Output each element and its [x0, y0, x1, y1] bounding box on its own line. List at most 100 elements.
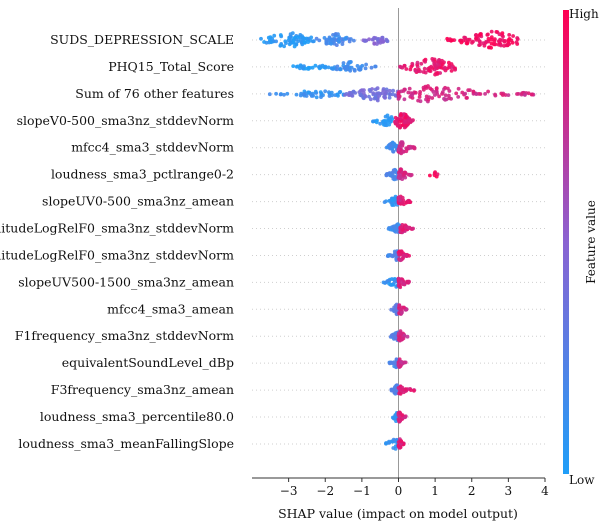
shap-point	[393, 226, 398, 231]
shap-point	[397, 303, 402, 308]
shap-point	[447, 60, 451, 65]
shap-point	[402, 170, 407, 175]
shap-point	[387, 92, 392, 96]
shap-point	[368, 97, 373, 102]
x-tick-label: −3	[280, 484, 298, 498]
shap-point	[352, 67, 357, 72]
shap-point	[453, 67, 457, 72]
shap-point	[303, 66, 308, 71]
shap-point	[323, 65, 328, 70]
feature-label: slopeUV500-1500_sma3nz_amean	[18, 274, 234, 289]
shap-point	[503, 93, 508, 97]
shap-point	[391, 88, 395, 93]
feature-label: loudness_sma3_pctlrange0-2	[51, 167, 234, 182]
x-tick-label: 4	[541, 484, 549, 498]
shap-point	[422, 66, 427, 71]
feature-label: F1frequency_sma3nz_stddevNorm	[15, 328, 234, 343]
shap-point	[393, 194, 398, 199]
shap-point	[278, 33, 283, 37]
shap-point	[403, 115, 408, 120]
shap-point	[324, 41, 329, 46]
shap-point	[489, 37, 494, 42]
shap-point	[397, 391, 402, 396]
shap-point	[384, 37, 389, 42]
shap-point	[278, 92, 283, 97]
shap-point	[387, 95, 392, 100]
shap-point	[501, 34, 505, 39]
shap-point	[507, 33, 512, 37]
shap-point	[413, 90, 418, 95]
shap-point	[486, 32, 490, 37]
shap-point	[398, 285, 403, 290]
shap-point	[427, 65, 432, 70]
shap-point	[450, 38, 455, 42]
shap-point	[391, 92, 395, 97]
shap-point	[367, 88, 372, 92]
feature-label: F3amplitudeLogRelF0_sma3nz_stddevNorm	[0, 221, 234, 236]
shap-point	[520, 91, 524, 96]
shap-point	[382, 118, 387, 123]
shap-point	[447, 96, 451, 101]
shap-point	[395, 124, 400, 128]
shap-point	[399, 225, 404, 229]
shap-point	[371, 91, 376, 95]
shap-point	[412, 388, 416, 393]
shap-point	[295, 64, 300, 69]
shap-point	[392, 386, 397, 390]
shap-point	[418, 90, 422, 94]
shap-point	[427, 68, 432, 73]
shap-point	[298, 63, 303, 68]
shap-point	[506, 39, 511, 43]
shap-point	[443, 93, 448, 98]
shap-point	[454, 91, 459, 96]
shap-point	[483, 92, 487, 96]
shap-point	[430, 96, 435, 100]
shap-point	[388, 144, 393, 149]
x-axis: −3 −2 −1 0 1 2 3 4	[252, 477, 549, 498]
feature-label: F2amplitudeLogRelF0_sma3nz_stddevNorm	[0, 247, 234, 262]
shap-point	[387, 281, 391, 286]
shap-point	[352, 38, 356, 43]
shap-point	[396, 147, 401, 152]
shap-point	[292, 44, 297, 49]
shap-point	[313, 63, 318, 68]
shap-point	[402, 63, 407, 68]
shap-point	[282, 44, 286, 49]
shap-point	[387, 88, 392, 93]
feature-label: SUDS_DEPRESSION_SCALE	[50, 32, 234, 47]
shap-point	[410, 96, 415, 100]
shap-point	[387, 122, 392, 127]
shap-point	[393, 447, 398, 451]
shap-point	[300, 40, 304, 44]
shap-point	[317, 38, 322, 43]
shap-point	[378, 121, 383, 126]
shap-point	[338, 90, 343, 94]
shap-point	[440, 90, 445, 94]
shap-point	[387, 439, 391, 444]
shap-point	[264, 40, 269, 45]
shap-point	[500, 31, 505, 35]
shap-point	[385, 113, 390, 118]
shap-point	[417, 95, 422, 99]
shap-point	[401, 253, 406, 258]
shap-point	[399, 387, 404, 392]
x-tick-label: −1	[353, 484, 371, 498]
shap-point	[375, 86, 380, 91]
shap-point	[484, 39, 489, 44]
shap-point	[390, 360, 394, 365]
x-tick-label: 1	[431, 484, 439, 498]
shap-point	[407, 279, 411, 284]
shap-point	[391, 282, 396, 287]
shap-point	[337, 35, 341, 39]
shap-point	[358, 92, 363, 97]
shap-point	[382, 200, 387, 205]
shap-point	[433, 93, 437, 97]
shap-point	[419, 61, 424, 66]
shap-point	[384, 441, 388, 446]
shap-point	[504, 43, 509, 48]
shap-point	[294, 37, 299, 42]
shap-point	[399, 140, 404, 145]
shap-point	[279, 43, 283, 48]
shap-point	[445, 36, 450, 41]
